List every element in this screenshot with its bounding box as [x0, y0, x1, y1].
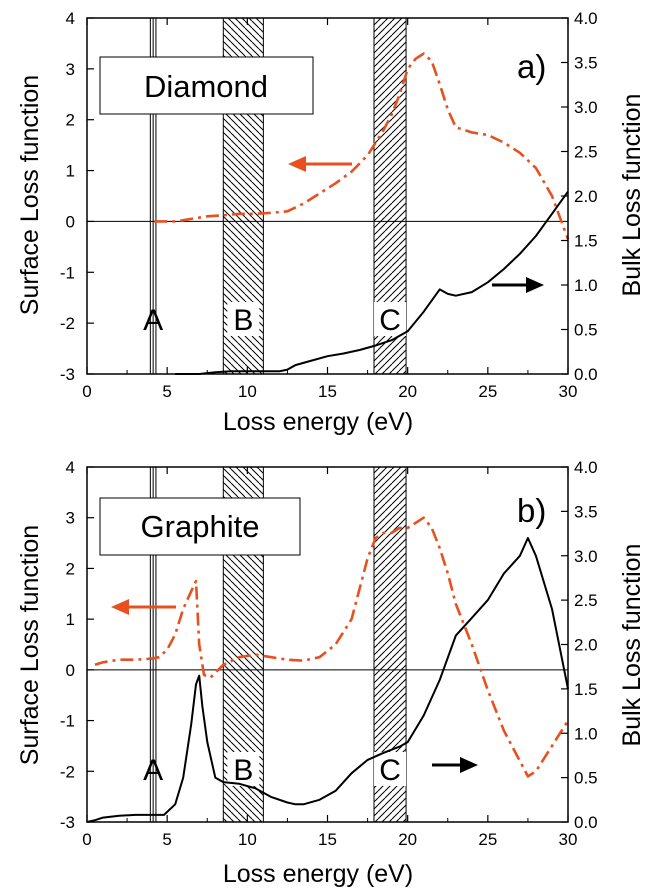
- left-y-tick-label: 1: [66, 610, 75, 629]
- right-y-tick-label: 1.0: [574, 276, 598, 295]
- material-box: [99, 497, 301, 556]
- material-label: Graphite: [141, 509, 260, 544]
- left-y-tick-label: 4: [66, 458, 75, 477]
- band-label-b: B: [233, 304, 253, 337]
- right-y-tick-label: 2.0: [574, 636, 598, 655]
- series-group: [154, 52, 570, 375]
- surface-loss-line: [94, 516, 570, 778]
- right-y-tick-label: 3.0: [574, 547, 598, 566]
- x-tick-label: 20: [398, 382, 417, 401]
- panel-label: b): [517, 492, 546, 529]
- band-label-backdrop: [374, 302, 407, 336]
- band-label-backdrop: [227, 302, 260, 336]
- band-label-backdrop: [374, 752, 407, 786]
- band-label-b: B: [233, 754, 253, 787]
- right-y-axis-label: Bulk Loss function: [618, 94, 646, 297]
- left-y-tick-label: -1: [60, 712, 75, 731]
- bulk-loss-line: [175, 191, 569, 375]
- left-y-tick-label: -3: [60, 813, 75, 832]
- bulk-loss-line: [86, 537, 569, 823]
- right-y-tick-label: 0.0: [574, 365, 598, 384]
- right-y-tick-label: 1.5: [574, 232, 598, 251]
- right-y-tick-label: 2.0: [574, 187, 598, 206]
- material-label: Diamond: [144, 69, 268, 104]
- left-y-tick-label: 0: [66, 661, 75, 680]
- material-box: [99, 56, 314, 115]
- x-tick-label: 30: [559, 382, 578, 401]
- right-y-tick-label: 4.0: [574, 458, 598, 477]
- bulk-arrow: [492, 277, 544, 293]
- band-label-a: A: [143, 754, 163, 787]
- right-y-tick-label: 3.5: [574, 54, 598, 73]
- x-tick-label: 5: [162, 830, 171, 849]
- left-y-tick-label: 4: [66, 9, 75, 28]
- x-tick-label: 0: [82, 382, 91, 401]
- right-y-tick-label: 2.5: [574, 591, 598, 610]
- x-tick-label: 15: [318, 830, 337, 849]
- x-axis-label: Loss energy (eV): [223, 408, 413, 436]
- x-tick-label: 20: [398, 830, 417, 849]
- band-group: A B C: [143, 466, 407, 823]
- x-tick-label: 10: [238, 382, 257, 401]
- left-y-tick-label: 3: [66, 509, 75, 528]
- label-group: Graphite b) Loss energy (eV) Surface Los…: [16, 492, 646, 888]
- left-y-tick-label: -2: [60, 314, 75, 333]
- right-y-tick-label: 4.0: [574, 9, 598, 28]
- x-tick-label: 15: [318, 382, 337, 401]
- band-label-c: C: [379, 304, 401, 337]
- left-y-axis-label: Surface Loss function: [16, 525, 44, 765]
- graphite-panel: A B C 0 5 10 15 20 25 30 -3 -2 -1 0 1 2 3 4 0.0 0.5 1.0 1.5 2…: [16, 458, 646, 888]
- x-tick-label: 25: [478, 830, 497, 849]
- x-tick-label: 10: [238, 830, 257, 849]
- right-y-tick-label: 1.0: [574, 724, 598, 743]
- x-tick-label: 5: [162, 382, 171, 401]
- right-y-tick-label: 3.0: [574, 98, 598, 117]
- panel-label: a): [517, 48, 546, 85]
- right-y-tick-label: 1.5: [574, 680, 598, 699]
- x-tick-label: 25: [478, 382, 497, 401]
- left-y-tick-label: 2: [66, 559, 75, 578]
- left-y-tick-label: 3: [66, 60, 75, 79]
- left-y-tick-label: 2: [66, 111, 75, 130]
- left-y-tick-label: -3: [60, 365, 75, 384]
- series-group: [86, 516, 570, 823]
- right-y-tick-label: 3.5: [574, 502, 598, 521]
- left-y-tick-label: 0: [66, 212, 75, 231]
- x-tick-label: 0: [82, 830, 91, 849]
- right-y-tick-label: 0.0: [574, 813, 598, 832]
- x-tick-label: 30: [559, 830, 578, 849]
- right-y-axis-label: Bulk Loss function: [618, 544, 646, 747]
- surface-arrow: [288, 156, 352, 172]
- left-y-axis-label: Surface Loss function: [16, 75, 44, 315]
- surface-arrow: [111, 599, 176, 615]
- left-y-tick-label: -1: [60, 263, 75, 282]
- right-y-tick-label: 2.5: [574, 143, 598, 162]
- x-axis-label: Loss energy (eV): [223, 860, 413, 888]
- right-y-tick-label: 0.5: [574, 769, 598, 788]
- left-y-tick-label: -2: [60, 762, 75, 781]
- band-label-c: C: [379, 754, 401, 787]
- bulk-arrow: [432, 757, 478, 773]
- band-label-a: A: [143, 304, 163, 337]
- diamond-panel: A B C 0 5 10 15 20 25 30 -3 -2 -1 0 1 2 3 4 0.0 0.5 1.0 1.5 2…: [16, 9, 646, 436]
- surface-loss-line: [154, 52, 570, 240]
- axes-group: 0 5 10 15 20 25 30 -3 -2 -1 0 1 2 3 4 0.0 0.5 1.0 1.5 2.0 2.…: [60, 9, 598, 401]
- axes-group: 0 5 10 15 20 25 30 -3 -2 -1 0 1 2 3 4 0.0 0.5 1.0 1.5 2.0 2.…: [60, 458, 598, 849]
- band-label-backdrop: [227, 752, 260, 786]
- left-y-tick-label: 1: [66, 162, 75, 181]
- label-group: Diamond a) Loss energy (eV) Surface Loss…: [16, 48, 646, 436]
- right-y-tick-label: 0.5: [574, 321, 598, 340]
